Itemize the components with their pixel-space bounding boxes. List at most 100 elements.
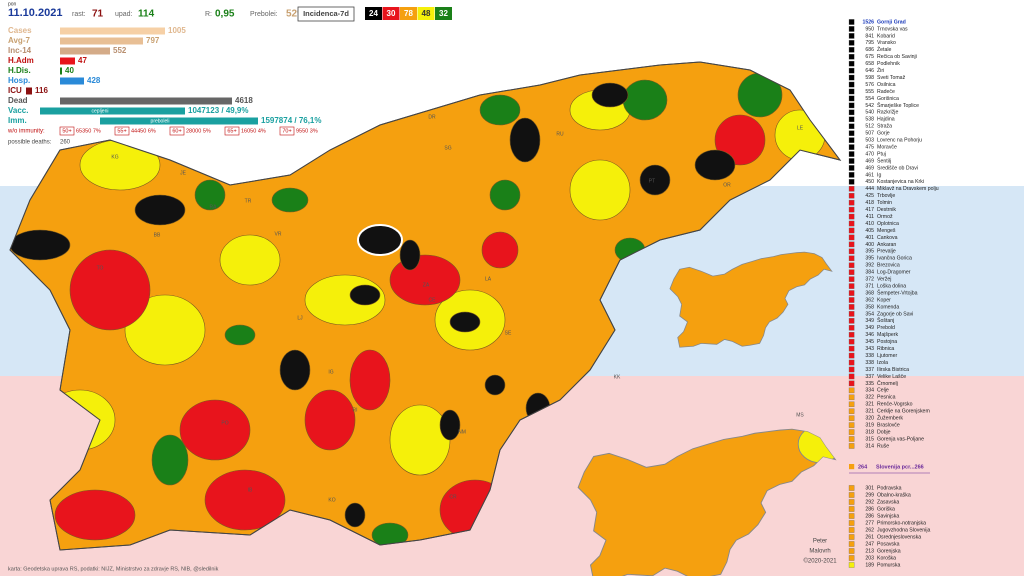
- stat-value: 4618: [235, 96, 253, 105]
- legend-swatch: [848, 213, 855, 220]
- age: 65+: [227, 128, 236, 134]
- legend-swatch: [848, 33, 855, 39]
- age-count: 44450 6%: [131, 128, 156, 134]
- legend-swatch: [848, 352, 855, 359]
- legend-swatch: [848, 373, 855, 380]
- legend-name: Šoštanj: [877, 317, 894, 324]
- legend-value: 203: [865, 555, 874, 561]
- legend-value: 189: [865, 562, 874, 568]
- legend-value: 395: [865, 249, 874, 255]
- legend-swatch: [848, 506, 855, 512]
- legend-value: 372: [865, 277, 874, 283]
- legend-name: Destrnik: [877, 207, 896, 213]
- legend-value: 349: [865, 325, 874, 331]
- legend-swatch: [848, 248, 855, 255]
- legend-name: Brezovica: [877, 263, 900, 269]
- incidence-title: Incidenca-7d: [303, 9, 349, 18]
- legend-value: 292: [865, 499, 874, 505]
- stat-bar: [26, 87, 32, 95]
- day: pon: [8, 1, 17, 7]
- legend-swatch: [848, 359, 855, 366]
- legend-swatch: [848, 387, 855, 394]
- legend-name: Trnovska vas: [877, 26, 908, 32]
- count: 78: [404, 9, 413, 18]
- legend-name: Primorsko-notranjska: [877, 520, 926, 526]
- legend-swatch: [848, 269, 855, 275]
- legend-value: 576: [865, 82, 874, 88]
- legend-name: Moravče: [877, 144, 897, 150]
- legend-value: 538: [865, 117, 874, 123]
- legend-value: 261: [865, 534, 874, 540]
- map-labels: KG JE BB TO RA TR DR SG RU PT OR LE MS CE LJ ZA LA SE KK NM…: [97, 114, 805, 503]
- legend-value: 400: [865, 242, 874, 248]
- legend-name: Prebold: [877, 325, 895, 331]
- age: 70+: [282, 128, 291, 134]
- count-box: [382, 7, 400, 20]
- stat-value: 116: [35, 86, 48, 95]
- legend-name: Prevalje: [877, 249, 896, 255]
- legend-name: Rečica ob Savinji: [877, 54, 917, 60]
- legend-swatch: [848, 109, 855, 116]
- legend-name: Jugovzhodna Slovenija: [877, 527, 930, 533]
- color-counts: 24 30 78 48 32: [365, 7, 452, 20]
- author: Peter: [813, 539, 827, 545]
- legend-swatch: [848, 499, 855, 505]
- legend-name: Goriška: [877, 506, 895, 512]
- legend-name: Gornji Grad: [877, 19, 906, 25]
- age: 50+: [62, 128, 71, 134]
- legend-swatch: [848, 19, 855, 25]
- legend-value: 358: [865, 304, 874, 310]
- legend-name: Ankaran: [877, 242, 896, 248]
- legend-swatch: [848, 380, 855, 387]
- legend-swatch: [848, 318, 855, 324]
- legend-name: Črnomelj: [877, 380, 898, 387]
- legend-swatch: [848, 408, 855, 414]
- legend-swatch: [848, 338, 855, 345]
- legend-value: 444: [865, 186, 874, 192]
- legend-name: Podravska: [877, 485, 902, 491]
- legend-swatch: [848, 130, 855, 136]
- legend-swatch: [848, 60, 855, 67]
- legend-swatch: [848, 485, 855, 491]
- legend-swatch: [848, 283, 855, 289]
- legend-name: Posavska: [877, 541, 900, 547]
- legend-name: Ig: [877, 172, 881, 178]
- national-value: 264: [858, 464, 868, 470]
- stat-value: 797: [146, 36, 160, 45]
- legend-swatch: [848, 151, 855, 157]
- legend-name: Obalno-kraška: [877, 492, 911, 498]
- stat-label: Cases: [8, 26, 32, 35]
- legend-value: 405: [865, 228, 874, 234]
- legend-name: Radeče: [877, 89, 895, 95]
- legend-value: 349: [865, 318, 874, 324]
- count: 30: [387, 9, 396, 18]
- age-box: [59, 126, 75, 136]
- legend-swatch: [848, 227, 855, 234]
- legend-value: 319: [865, 422, 874, 428]
- legend-name: Pomurska: [877, 562, 900, 568]
- stat-label: Avg-7: [8, 36, 30, 45]
- stat-label: H.Adm: [8, 56, 34, 65]
- legend-value: 507: [865, 131, 874, 137]
- legend-value: 540: [865, 110, 874, 116]
- legend-name: Loška dolina: [877, 283, 906, 289]
- legend-swatch: [848, 527, 855, 533]
- legend-value: 247: [865, 541, 874, 547]
- count: 24: [369, 9, 378, 18]
- legend-swatch: [848, 199, 855, 206]
- legend-swatch: [848, 541, 855, 547]
- legend-value: 343: [865, 346, 874, 352]
- legend-name: Straža: [877, 124, 892, 130]
- legend-swatch: [848, 123, 855, 130]
- legend-swatch: [848, 74, 855, 81]
- legend-value: 475: [865, 144, 874, 150]
- legend-swatch: [848, 331, 855, 338]
- stat-label: Inc-14: [8, 46, 32, 55]
- legend-swatch: [848, 443, 855, 449]
- incidence-box: [297, 6, 355, 22]
- legend-swatch: [848, 54, 855, 60]
- legend-name: Log-Dragomer: [877, 270, 911, 276]
- vacc-label: Vacc.: [8, 106, 28, 115]
- legend-name: Žužemberk: [877, 414, 903, 422]
